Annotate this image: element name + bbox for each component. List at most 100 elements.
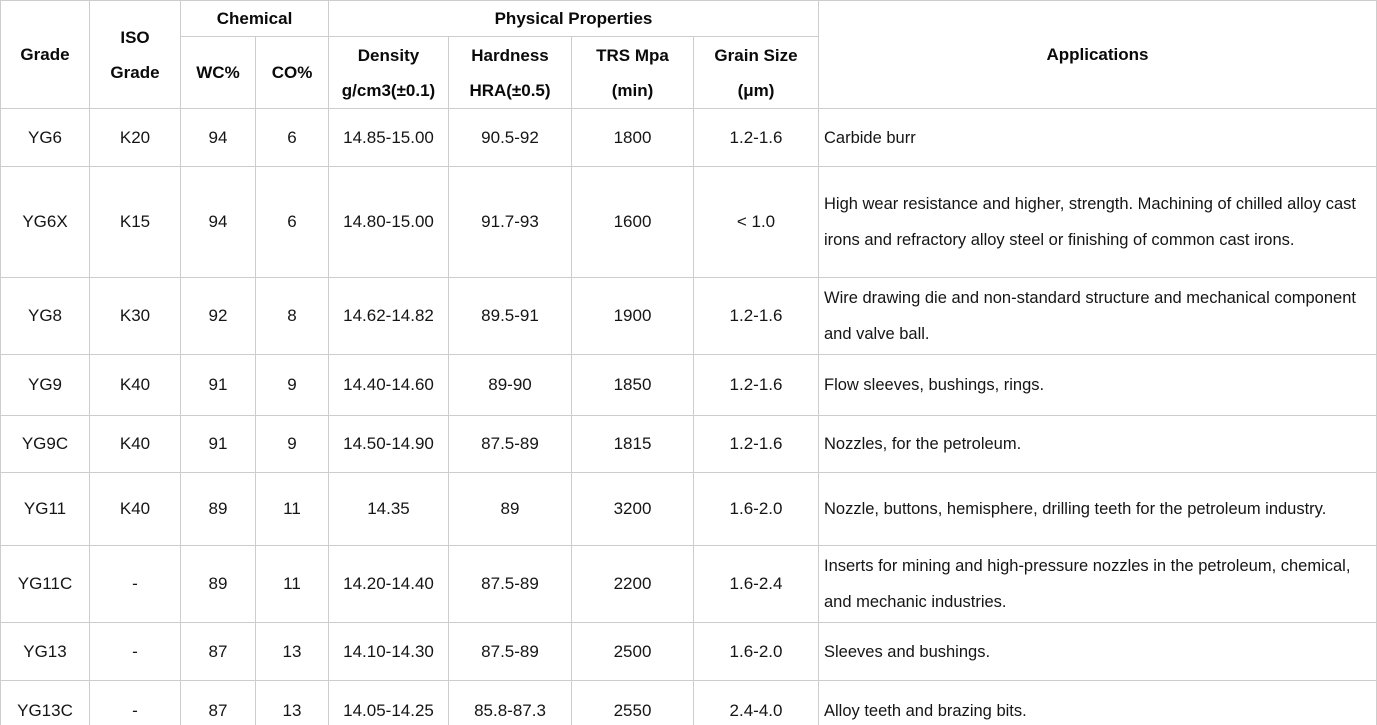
cell-wc: 94	[180, 166, 256, 278]
cell-grade: YG8	[0, 277, 90, 355]
cell-wc: 94	[180, 108, 256, 167]
cell-iso-grade: K40	[89, 354, 181, 416]
cell-co: 8	[255, 277, 329, 355]
cell-iso-grade: -	[89, 680, 181, 725]
header-hardness: Hardness HRA(±0.5)	[448, 36, 572, 109]
cell-wc: 87	[180, 622, 256, 681]
cell-co: 13	[255, 680, 329, 725]
cell-density: 14.05-14.25	[328, 680, 449, 725]
cell-hardness: 89	[448, 472, 572, 546]
cell-density: 14.40-14.60	[328, 354, 449, 416]
cell-co: 13	[255, 622, 329, 681]
cell-applications: Flow sleeves, bushings, rings.	[818, 354, 1377, 416]
cell-wc: 87	[180, 680, 256, 725]
cell-applications: High wear resistance and higher, strengt…	[818, 166, 1377, 278]
cell-hardness: 87.5-89	[448, 415, 572, 473]
cell-hardness: 87.5-89	[448, 545, 572, 623]
cell-applications: Nozzle, buttons, hemisphere, drilling te…	[818, 472, 1377, 546]
cell-grain-size: 1.2-1.6	[693, 277, 819, 355]
table-row: YG11 K40 89 11 14.35 89 3200 1.6-2.0 Noz…	[0, 472, 1377, 546]
header-wc-percent: WC%	[180, 36, 256, 109]
cell-trs: 1600	[571, 166, 694, 278]
cell-hardness: 87.5-89	[448, 622, 572, 681]
cell-grade: YG11C	[0, 545, 90, 623]
cell-grain-size: 1.6-2.4	[693, 545, 819, 623]
header-grain-size: Grain Size (μm)	[693, 36, 819, 109]
cell-iso-grade: K20	[89, 108, 181, 167]
cell-density: 14.10-14.30	[328, 622, 449, 681]
cell-applications: Nozzles, for the petroleum.	[818, 415, 1377, 473]
cell-co: 6	[255, 108, 329, 167]
cell-density: 14.20-14.40	[328, 545, 449, 623]
header-applications: Applications	[818, 0, 1377, 109]
cell-trs: 2550	[571, 680, 694, 725]
cell-iso-grade: -	[89, 545, 181, 623]
cell-trs: 2200	[571, 545, 694, 623]
cell-trs: 1800	[571, 108, 694, 167]
cell-applications: Carbide burr	[818, 108, 1377, 167]
table-row: YG6 K20 94 6 14.85-15.00 90.5-92 1800 1.…	[0, 108, 1377, 167]
cell-grade: YG13C	[0, 680, 90, 725]
cell-density: 14.80-15.00	[328, 166, 449, 278]
cell-co: 9	[255, 415, 329, 473]
cell-grade: YG11	[0, 472, 90, 546]
table-header: Grade ISO Grade Chemical Physical Proper…	[0, 0, 1377, 109]
cell-applications: Sleeves and bushings.	[818, 622, 1377, 681]
cell-applications: Inserts for mining and high-pressure noz…	[818, 545, 1377, 623]
cell-wc: 89	[180, 472, 256, 546]
cell-co: 6	[255, 166, 329, 278]
cell-grade: YG9C	[0, 415, 90, 473]
cell-hardness: 85.8-87.3	[448, 680, 572, 725]
cell-wc: 91	[180, 415, 256, 473]
cell-hardness: 91.7-93	[448, 166, 572, 278]
cell-iso-grade: K15	[89, 166, 181, 278]
cell-grade: YG9	[0, 354, 90, 416]
header-grade: Grade	[0, 0, 90, 109]
header-density: Density g/cm3(±0.1)	[328, 36, 449, 109]
cell-grain-size: 1.6-2.0	[693, 622, 819, 681]
cell-grain-size: 1.2-1.6	[693, 108, 819, 167]
cell-grain-size: < 1.0	[693, 166, 819, 278]
cell-wc: 91	[180, 354, 256, 416]
header-iso-grade: ISO Grade	[89, 0, 181, 109]
cell-grain-size: 1.6-2.0	[693, 472, 819, 546]
cell-co: 11	[255, 545, 329, 623]
cell-hardness: 89-90	[448, 354, 572, 416]
cell-grade: YG6	[0, 108, 90, 167]
cell-hardness: 89.5-91	[448, 277, 572, 355]
cell-co: 11	[255, 472, 329, 546]
cell-trs: 2500	[571, 622, 694, 681]
header-physical-group: Physical Properties	[328, 0, 819, 37]
cell-iso-grade: -	[89, 622, 181, 681]
cell-applications: Alloy teeth and brazing bits.	[818, 680, 1377, 725]
cell-iso-grade: K30	[89, 277, 181, 355]
cell-wc: 89	[180, 545, 256, 623]
cell-iso-grade: K40	[89, 415, 181, 473]
cell-grade: YG6X	[0, 166, 90, 278]
cell-hardness: 90.5-92	[448, 108, 572, 167]
cell-trs: 3200	[571, 472, 694, 546]
cell-density: 14.35	[328, 472, 449, 546]
cell-trs: 1815	[571, 415, 694, 473]
table-row: YG9 K40 91 9 14.40-14.60 89-90 1850 1.2-…	[0, 354, 1377, 416]
cell-co: 9	[255, 354, 329, 416]
table-row: YG9C K40 91 9 14.50-14.90 87.5-89 1815 1…	[0, 415, 1377, 473]
table-row: YG13 - 87 13 14.10-14.30 87.5-89 2500 1.…	[0, 622, 1377, 681]
cell-trs: 1900	[571, 277, 694, 355]
cell-iso-grade: K40	[89, 472, 181, 546]
table-row: YG8 K30 92 8 14.62-14.82 89.5-91 1900 1.…	[0, 277, 1377, 355]
cell-grain-size: 1.2-1.6	[693, 354, 819, 416]
header-chemical-group: Chemical	[180, 0, 329, 37]
header-co-percent: CO%	[255, 36, 329, 109]
cell-trs: 1850	[571, 354, 694, 416]
cell-density: 14.50-14.90	[328, 415, 449, 473]
table-row: YG13C - 87 13 14.05-14.25 85.8-87.3 2550…	[0, 680, 1377, 725]
header-trs: TRS Mpa (min)	[571, 36, 694, 109]
table-row: YG11C - 89 11 14.20-14.40 87.5-89 2200 1…	[0, 545, 1377, 623]
cell-grade: YG13	[0, 622, 90, 681]
cell-grain-size: 1.2-1.6	[693, 415, 819, 473]
cell-wc: 92	[180, 277, 256, 355]
table-row: YG6X K15 94 6 14.80-15.00 91.7-93 1600 <…	[0, 166, 1377, 278]
cell-density: 14.85-15.00	[328, 108, 449, 167]
